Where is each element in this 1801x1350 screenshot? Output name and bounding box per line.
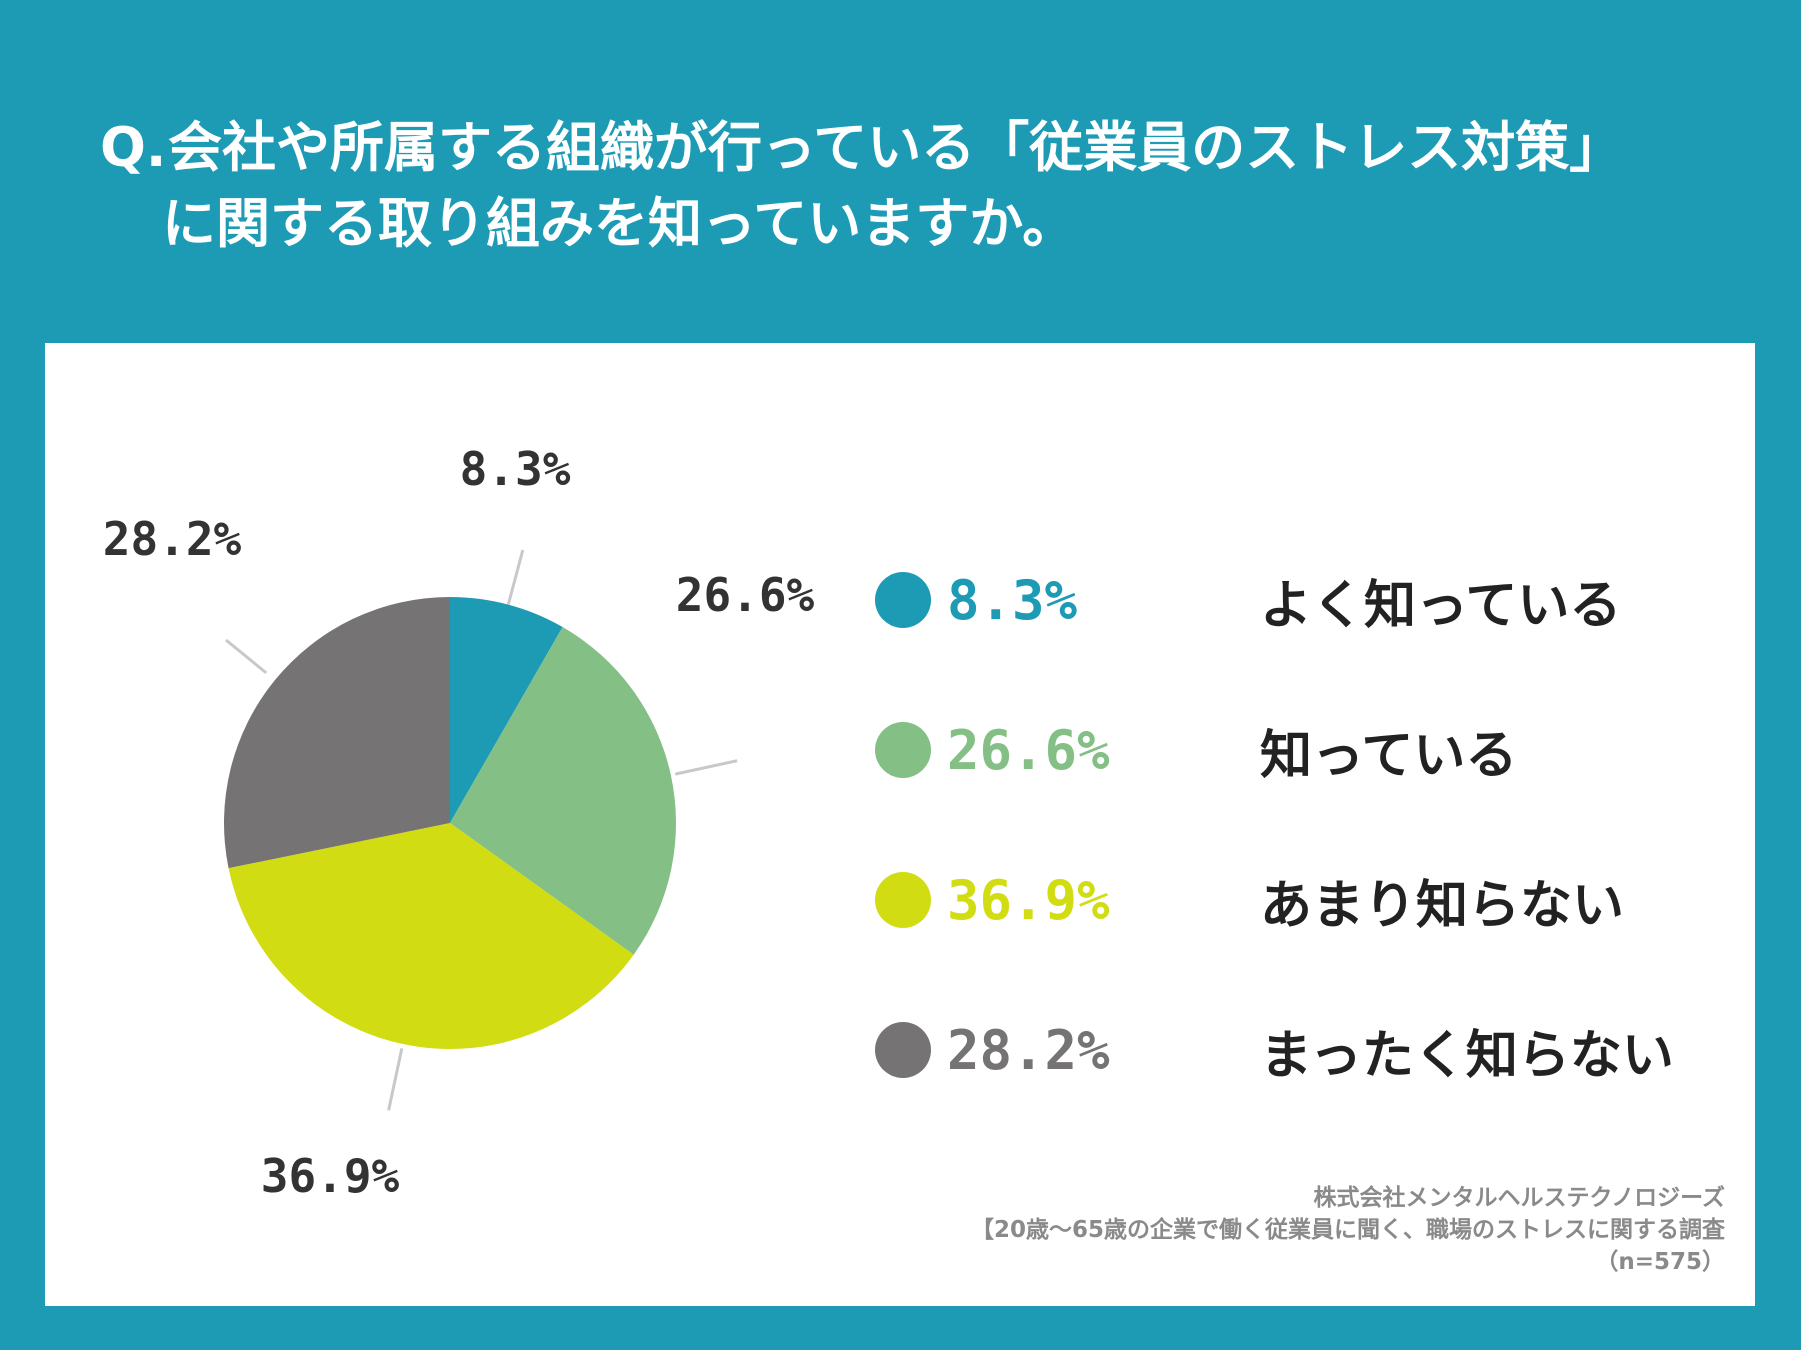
pie-slice-2 bbox=[228, 823, 634, 1049]
question-line-1: 会社や所属する組織が行っている「従業員のストレス対策」 bbox=[168, 116, 1624, 179]
legend-label-3: まったく知らない bbox=[1260, 1025, 1674, 1086]
source-survey: 【20歳〜65歳の企業で働く従業員に聞く、職場のストレスに関する調査 bbox=[970, 1217, 1725, 1243]
legend-label-0: よく知っている bbox=[1260, 575, 1622, 636]
source-sample: （n=575） bbox=[1595, 1249, 1725, 1275]
legend-item-0: 8.3% よく知っている bbox=[875, 565, 1621, 636]
legend-dot-3 bbox=[875, 1022, 931, 1078]
legend-label-1: 知っている bbox=[1260, 725, 1518, 786]
legend-label-2: あまり知らない bbox=[1260, 875, 1625, 936]
pie-label-2: 36.9% bbox=[261, 1149, 400, 1203]
leader-line-2 bbox=[387, 1048, 404, 1111]
source-note: 株式会社メンタルヘルステクノロジーズ 【20歳〜65歳の企業で働く従業員に聞く、… bbox=[971, 1182, 1725, 1278]
legend-value-0: 8.3% bbox=[947, 568, 1078, 632]
question-line-2: に関する取り組みを知っていますか。 bbox=[162, 192, 1077, 255]
leader-line-0 bbox=[506, 549, 525, 606]
legend-dot-2 bbox=[875, 872, 931, 928]
legend-dot-1 bbox=[875, 722, 931, 778]
pie-slice-3 bbox=[224, 597, 450, 869]
source-company: 株式会社メンタルヘルステクノロジーズ bbox=[1313, 1185, 1725, 1211]
question-prefix: Q. bbox=[100, 116, 167, 179]
question-title: Q.会社や所属する組織が行っている「従業員のストレス対策」 に関する取り組みを知… bbox=[100, 110, 1750, 262]
pie-label-3: 28.2% bbox=[103, 512, 242, 566]
legend-value-2: 36.9% bbox=[947, 868, 1110, 932]
legend-item-1: 26.6% 知っている bbox=[875, 715, 1517, 786]
legend-value-1: 26.6% bbox=[947, 718, 1110, 782]
legend-value-3: 28.2% bbox=[947, 1018, 1110, 1082]
pie-label-0: 8.3% bbox=[460, 442, 571, 496]
pie-slice-1 bbox=[450, 627, 676, 955]
legend-dot-0 bbox=[875, 572, 931, 628]
pie-label-1: 26.6% bbox=[676, 568, 815, 622]
legend-item-2: 36.9% あまり知らない bbox=[875, 865, 1624, 936]
leader-line-1 bbox=[674, 759, 738, 776]
leader-line-3 bbox=[225, 638, 268, 675]
legend-item-3: 28.2% まったく知らない bbox=[875, 1015, 1674, 1086]
pie-chart: 8.3% 26.6% 36.9% 28.2% bbox=[103, 442, 815, 1203]
chart-panel: 8.3% 26.6% 36.9% 28.2% 8.3% よく知っている 26.6% 知… bbox=[45, 343, 1755, 1306]
pie-slice-0 bbox=[450, 597, 563, 823]
